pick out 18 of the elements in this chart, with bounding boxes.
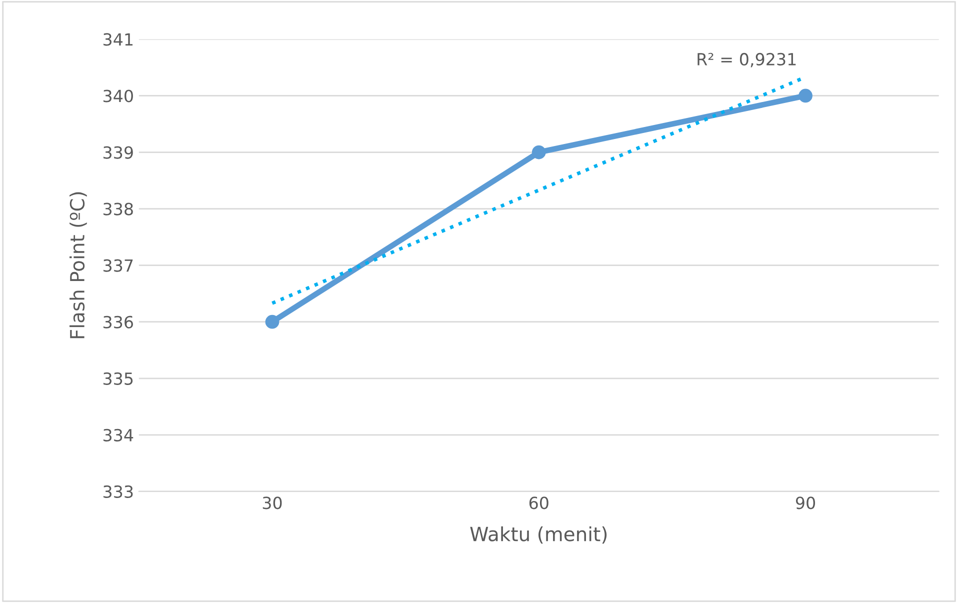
y-tick-label: 340: [104, 90, 133, 102]
y-tick-label: 339: [104, 146, 133, 159]
y-axis-title: Flash Point (ºC): [70, 192, 87, 338]
y-tick-label: 335: [104, 372, 133, 385]
y-tick-label: 334: [104, 428, 134, 442]
x-tick-label: 30: [262, 496, 282, 510]
y-tick-label: 336: [104, 316, 133, 328]
y-tick-label: 333: [104, 485, 133, 498]
annotation: R² = 0,9231: [698, 52, 796, 68]
y-tick-label: 337: [104, 259, 133, 272]
point: [532, 145, 546, 160]
point: [798, 88, 812, 103]
point: [265, 314, 280, 329]
x-tick-label: 90: [796, 496, 816, 510]
y-tick-label: 338: [104, 202, 133, 216]
x-tick-label: 60: [529, 496, 548, 510]
x-axis-title: Waktu (menit): [470, 526, 607, 544]
y-tick-label: 341: [104, 33, 133, 46]
